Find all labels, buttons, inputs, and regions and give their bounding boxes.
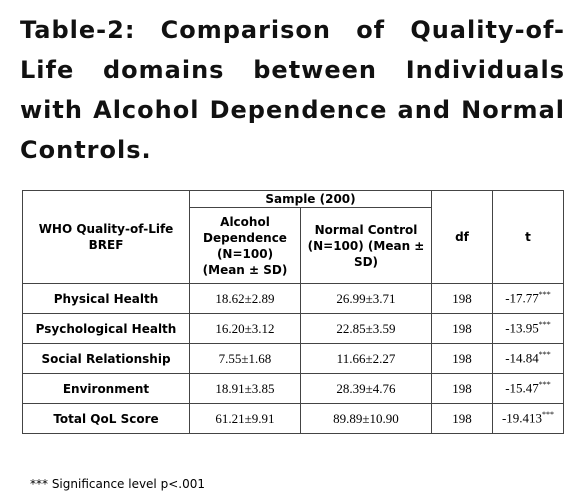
normal-cell: 28.39±4.76 — [300, 373, 432, 404]
row: Psychological Health 16.20±3.12 22.85±3.59… — [22, 313, 564, 344]
t-value: -14.84 — [505, 350, 539, 366]
row: Physical Health 18.62±2.89 26.99±3.71 198 -1… — [22, 283, 564, 314]
normal-cell: 11.66±2.27 — [300, 343, 432, 374]
footnote: *** Significance level p<.001 — [30, 477, 205, 491]
t-cell: -19.413*** — [492, 403, 564, 434]
row: Social Relationship 7.55±1.68 11.66±2.27 19… — [22, 343, 564, 374]
t-value: -17.77 — [505, 290, 539, 306]
normal-cell: 26.99±3.71 — [300, 283, 432, 314]
t-cell: -14.84*** — [492, 343, 564, 374]
header: Normal Control (N=100) (Mean ± SD) — [300, 207, 432, 284]
t-value: -13.95 — [505, 320, 539, 336]
t-value: -19.413 — [501, 410, 543, 426]
domain-cell: Total QoL Score — [22, 403, 190, 434]
significance: *** — [538, 350, 551, 360]
domain-cell: Psychological Health — [22, 313, 190, 344]
header: t — [492, 190, 564, 284]
significance: *** — [538, 380, 551, 390]
header: df — [431, 190, 493, 284]
header: Alcohol Dependence (N=100) (Mean ± SD) — [189, 207, 301, 284]
header: WHO Quality-of-Life BREF — [22, 190, 190, 284]
significance: *** — [542, 410, 555, 420]
table: WHO Quality-of-Life BREF Sample (200) df… — [22, 190, 564, 434]
alcohol-cell: 18.62±2.89 — [189, 283, 301, 314]
significance: *** — [538, 290, 551, 300]
alcohol-cell: 16.20±3.12 — [189, 313, 301, 344]
df-cell: 198 — [431, 343, 493, 374]
table-body: WHO Quality-of-Life BREF Sample (200) df… — [22, 190, 564, 434]
normal-cell: 89.89±10.90 — [300, 403, 432, 434]
t-cell: -17.77*** — [492, 283, 564, 314]
alcohol-cell: 18.91±3.85 — [189, 373, 301, 404]
t-value: -15.47 — [505, 380, 539, 396]
row: Environment 18.91±3.85 28.39±4.76 198 -15.47… — [22, 373, 564, 404]
header: Sample (200) — [189, 190, 432, 208]
domain-cell: Social Relationship — [22, 343, 190, 374]
df-cell: 198 — [431, 403, 493, 434]
df-cell: 198 — [431, 283, 493, 314]
alcohol-cell: 61.21±9.91 — [189, 403, 301, 434]
significance: *** — [538, 320, 551, 330]
t-cell: -15.47*** — [492, 373, 564, 404]
t-cell: -13.95*** — [492, 313, 564, 344]
title: Table-2: Comparison of Quality-of-Life d… — [20, 16, 565, 164]
df-cell: 198 — [431, 373, 493, 404]
domain-cell: Physical Health — [22, 283, 190, 314]
normal-cell: 22.85±3.59 — [300, 313, 432, 344]
row: Total QoL Score 61.21±9.91 89.89±10.90 198-… — [22, 403, 564, 434]
alcohol-cell: 7.55±1.68 — [189, 343, 301, 374]
domain-cell: Environment — [22, 373, 190, 404]
df-cell: 198 — [431, 313, 493, 344]
